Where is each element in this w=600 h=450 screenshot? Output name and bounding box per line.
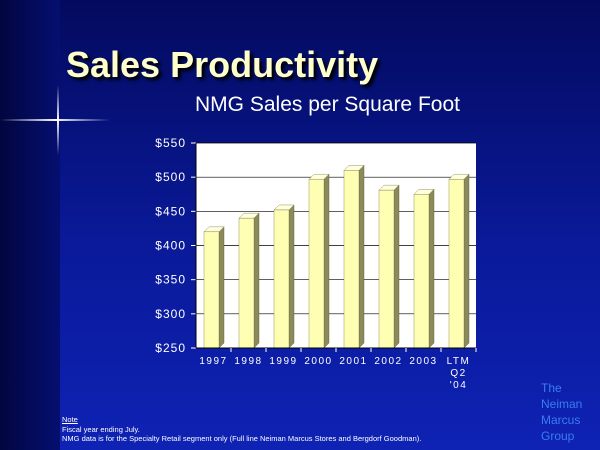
light-flare-horizontal [0, 119, 110, 121]
bar-front [448, 179, 465, 349]
bars [203, 164, 470, 349]
y-tick-label: $400 [155, 239, 186, 253]
company-line-2: Neiman [541, 397, 583, 411]
company-line-3: Marcus [541, 413, 581, 427]
axes [191, 142, 477, 352]
y-tick-labels: $250 $300 $350 $400 $450 $500 $550 [155, 136, 186, 355]
bar-side [393, 184, 400, 349]
light-flare-vertical [57, 85, 59, 155]
bar-front [238, 217, 255, 349]
bar [273, 204, 295, 349]
bar-side [253, 212, 260, 349]
left-stripe [0, 0, 60, 450]
notes-heading: Note [62, 415, 78, 424]
bar-side [218, 226, 225, 349]
company-line-4: Group [541, 429, 575, 443]
bar [203, 226, 225, 349]
bar-side [463, 173, 470, 349]
y-tick-label: $250 [155, 341, 186, 355]
footnotes: Note Fiscal year ending July. NMG data i… [62, 415, 421, 444]
bar [378, 184, 400, 349]
bar-side [358, 164, 365, 349]
bar-front [203, 231, 220, 349]
x-tick-label: LTM [447, 356, 471, 367]
chart-title: NMG Sales per Square Foot [195, 93, 460, 116]
x-tick-label: '04 [450, 380, 468, 391]
bar-side [323, 173, 330, 349]
bar [448, 173, 470, 349]
slide-title: Sales Productivity [66, 44, 379, 85]
note-line-1: Fiscal year ending July. [62, 424, 140, 434]
bar-side [428, 188, 435, 349]
y-tick-label: $450 [155, 204, 186, 218]
bar-front [413, 194, 430, 349]
x-tick-label: 2001 [339, 356, 367, 367]
x-tick-label: 1998 [234, 356, 262, 367]
x-tick-label: 1997 [199, 356, 227, 367]
company-line-1: The [541, 381, 562, 395]
x-tick-label: Q2 [450, 368, 466, 379]
bar [238, 212, 260, 349]
bar [343, 164, 365, 349]
y-tick-label: $300 [155, 307, 186, 321]
x-tick-label: 2002 [374, 356, 402, 367]
y-tick-label: $550 [155, 136, 186, 150]
bar [413, 188, 435, 349]
x-tick-label: 1999 [269, 356, 297, 367]
bar-side [288, 204, 295, 349]
note-line-2: NMG data is for the Specialty Retail seg… [62, 434, 422, 443]
y-tick-label: $500 [155, 170, 186, 184]
x-tick-label: 2003 [409, 356, 437, 367]
y-tick-label: $350 [155, 273, 186, 287]
bar-front [308, 179, 325, 349]
company-name: The Neiman Marcus Group [541, 380, 582, 444]
bar-front [273, 209, 290, 349]
bar [308, 173, 330, 349]
bar-front [378, 189, 395, 349]
x-tick-label: 2000 [304, 356, 332, 367]
bar-front [343, 170, 360, 349]
